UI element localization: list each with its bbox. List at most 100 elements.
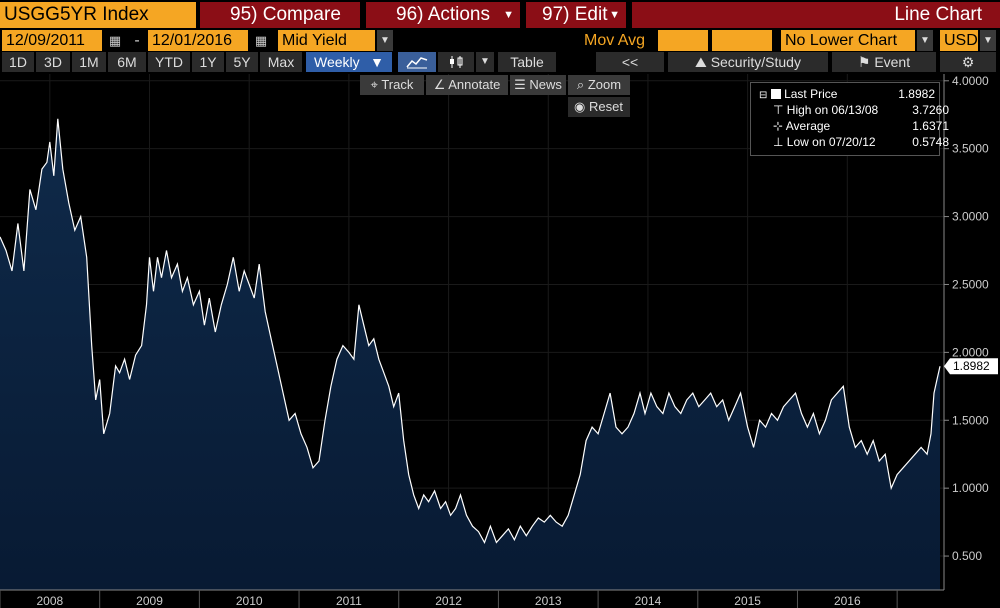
- period-6m[interactable]: 6M: [108, 52, 146, 72]
- end-date-input[interactable]: 12/01/2016: [148, 30, 248, 51]
- period-5y[interactable]: 5Y: [226, 52, 258, 72]
- pencil-icon: ∠: [433, 77, 446, 92]
- x-tick-label: 2013: [535, 594, 562, 608]
- period-ytd[interactable]: YTD: [148, 52, 190, 72]
- y-tick-label: 3.5000: [952, 142, 989, 156]
- calendar-icon[interactable]: ▦: [108, 33, 122, 48]
- last-value-label: 1.8982: [953, 359, 990, 373]
- mov-avg-label: Mov Avg: [584, 32, 646, 49]
- last-value-tag: [944, 358, 998, 375]
- actions-label: 96) Actions: [396, 4, 490, 25]
- edit-label: 97) Edit: [542, 4, 608, 25]
- candlestick-glyph: [450, 56, 463, 68]
- back-button[interactable]: <<: [596, 52, 664, 72]
- table-button[interactable]: Table: [498, 52, 556, 72]
- white-square-icon: [770, 89, 781, 99]
- mov-avg-input-1[interactable]: [658, 30, 708, 51]
- legend-average-label: Average: [785, 119, 831, 133]
- x-tick-label: 2009: [136, 594, 163, 608]
- y-axis-ticks: 0.500 1.0000 1.5000 2.0000 2.5000 3.0000 3.500…: [944, 74, 989, 563]
- security-study-button[interactable]: ⛰ Security/Study: [668, 52, 828, 72]
- period-1y[interactable]: 1Y: [192, 52, 224, 72]
- low-marker-icon: ⊥: [773, 135, 784, 149]
- search-icon: ⌕: [576, 77, 585, 92]
- legend-last-price-label: Last Price: [784, 87, 838, 101]
- lower-chart-select[interactable]: No Lower Chart: [781, 30, 915, 51]
- chevron-down-icon[interactable]: ▼: [476, 52, 494, 72]
- event-button[interactable]: ⚑ Event: [832, 52, 936, 72]
- security-study-label: Security/Study: [710, 54, 801, 70]
- news-button[interactable]: ☰ News: [510, 75, 566, 95]
- chevron-down-icon: ▼: [609, 9, 620, 21]
- chevron-down-icon[interactable]: ▼: [377, 30, 393, 51]
- period-max[interactable]: Max: [260, 52, 302, 72]
- annotate-label: Annotate: [448, 77, 501, 92]
- series-area: [0, 118, 940, 591]
- legend-high-value: 3.7260: [912, 103, 949, 117]
- y-tick-label: 1.0000: [952, 481, 989, 495]
- line-chart-icon[interactable]: [398, 52, 436, 72]
- last-value-marker: 1.8982: [944, 358, 998, 375]
- legend-high: ⊤ High on 06/13/08 3.7260: [759, 102, 949, 118]
- event-label: Event: [874, 54, 911, 70]
- y-tick-label: 0.500: [952, 549, 982, 563]
- high-marker-icon: ⊤: [773, 103, 784, 117]
- gear-icon[interactable]: ⚙: [940, 52, 996, 72]
- y-tick-label: 2.5000: [952, 277, 989, 291]
- y-tick-label: 4.0000: [952, 74, 989, 88]
- frequency-select[interactable]: Weekly ▼: [306, 52, 392, 72]
- legend-average: ⊹ Average 1.6371: [759, 118, 949, 134]
- legend-low-label: Low on 07/20/12: [786, 135, 876, 149]
- x-tick-label: 2015: [734, 594, 761, 608]
- series-line: [0, 118, 941, 544]
- period-1d[interactable]: 1D: [2, 52, 34, 72]
- compare-button[interactable]: 95) Compare: [200, 2, 360, 28]
- reset-label: Reset: [588, 99, 623, 114]
- actions-button[interactable]: 96) Actions ▼: [366, 2, 520, 28]
- x-tick-label: 2016: [834, 594, 861, 608]
- crosshair-icon: ⌖: [370, 77, 378, 92]
- y-tick-label: 1.5000: [952, 413, 989, 427]
- legend-low-value: 0.5748: [912, 135, 949, 149]
- chevron-down-icon[interactable]: ▼: [917, 30, 933, 51]
- x-tick-label: 2012: [435, 594, 462, 608]
- x-tick-label: 2010: [236, 594, 263, 608]
- legend-average-value: 1.6371: [912, 119, 949, 133]
- chart-type-label: Line Chart: [632, 2, 1000, 28]
- legend-last-price: ⊟ Last Price 1.8982: [759, 86, 935, 102]
- collapse-icon[interactable]: ⊟: [759, 90, 768, 101]
- annotate-button[interactable]: ∠ Annotate: [426, 75, 508, 95]
- period-1m[interactable]: 1M: [72, 52, 106, 72]
- zoom-button[interactable]: ⌕ Zoom: [568, 75, 630, 95]
- x-axis-ticks: 2008 2009 2010 2011 2012 2013 2014 2015 2016: [0, 590, 898, 608]
- track-button[interactable]: ⌖ Track: [360, 75, 424, 95]
- news-icon: ☰: [514, 77, 526, 92]
- zoom-label: Zoom: [587, 77, 622, 92]
- chart-area[interactable]: 0.500 1.0000 1.5000 2.0000 2.5000 3.0000 3.500…: [0, 74, 1000, 608]
- reset-button[interactable]: ◉ Reset: [568, 97, 630, 117]
- compare-label: 95) Compare: [230, 4, 341, 25]
- chevron-down-icon: ▼: [503, 9, 514, 21]
- chart-legend: ⊟ Last Price 1.8982 ⊤ High on 06/13/08 3…: [750, 82, 949, 156]
- start-date-input[interactable]: 12/09/2011: [2, 30, 102, 51]
- currency-select[interactable]: USD: [940, 30, 978, 51]
- period-3d[interactable]: 3D: [36, 52, 70, 72]
- average-marker-icon: ⊹: [773, 119, 784, 133]
- x-tick-label: 2008: [36, 594, 63, 608]
- candlestick-icon[interactable]: [438, 52, 474, 72]
- mov-avg-input-2[interactable]: [712, 30, 772, 51]
- track-label: Track: [381, 77, 414, 92]
- field-select[interactable]: Mid Yield: [278, 30, 375, 51]
- line-chart-glyph: [406, 57, 428, 69]
- calendar-icon[interactable]: ▦: [254, 33, 268, 48]
- flag-icon: ⚑: [857, 54, 871, 70]
- x-tick-label: 2011: [336, 594, 362, 608]
- chevron-down-icon[interactable]: ▼: [980, 30, 996, 51]
- x-tick-label: 2014: [635, 594, 662, 608]
- edit-button[interactable]: 97) Edit ▼: [526, 2, 626, 28]
- date-separator: -: [134, 32, 140, 49]
- y-tick-label: 2.0000: [952, 345, 989, 359]
- y-tick-label: 3.0000: [952, 210, 989, 224]
- frequency-label: Weekly: [314, 54, 360, 70]
- ticker-field[interactable]: USGG5YR Index: [0, 2, 196, 28]
